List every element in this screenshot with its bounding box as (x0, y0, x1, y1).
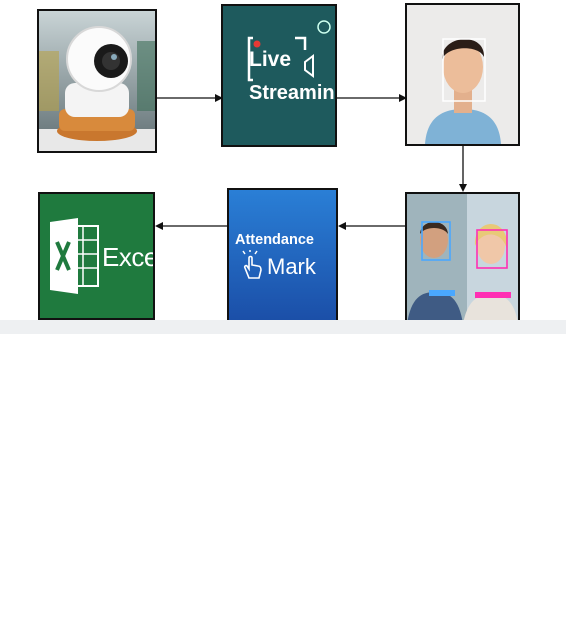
live-streaming-node: Live Streaming (221, 4, 337, 147)
attendance-label: Attendance (235, 232, 314, 248)
face-recognition-icon (407, 194, 518, 324)
camera-node (37, 9, 157, 153)
flow-diagram: Live Streaming (37, 3, 520, 326)
live-video-icon (247, 36, 314, 82)
face-detection-icon (407, 5, 518, 144)
background-band (0, 320, 566, 334)
streaming-label: Streaming (249, 82, 335, 104)
tap-hand-icon (242, 250, 262, 279)
brand-logo-icon (317, 20, 331, 34)
face-detection-node (405, 3, 520, 146)
arrow-detection-to-recognition (459, 146, 467, 192)
arrow-live-to-detection (337, 94, 407, 102)
arrow-recognition-to-attendance (338, 222, 406, 230)
mark-label: Mark (267, 254, 316, 279)
arrow-attendance-to-excel (155, 222, 229, 230)
excel-node: Excel (38, 192, 155, 320)
attendance-mark-node: Attendance Mark (227, 188, 338, 322)
excel-icon (50, 218, 99, 294)
security-camera-icon (39, 11, 155, 151)
live-label: Live (249, 48, 292, 71)
face-recognition-node (405, 192, 520, 326)
excel-label: Excel (102, 242, 153, 272)
arrow-camera-to-live (155, 94, 223, 102)
